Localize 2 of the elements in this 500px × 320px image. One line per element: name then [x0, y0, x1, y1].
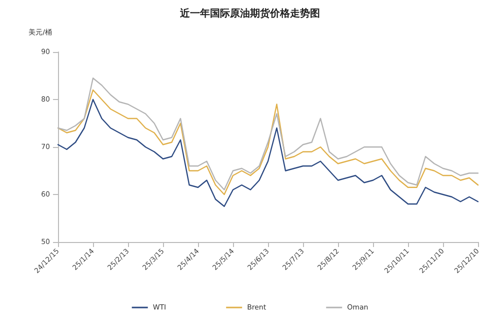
- line-series: [57, 98, 479, 207]
- chart-title: 近一年国际原油期货价格走势图: [179, 8, 320, 20]
